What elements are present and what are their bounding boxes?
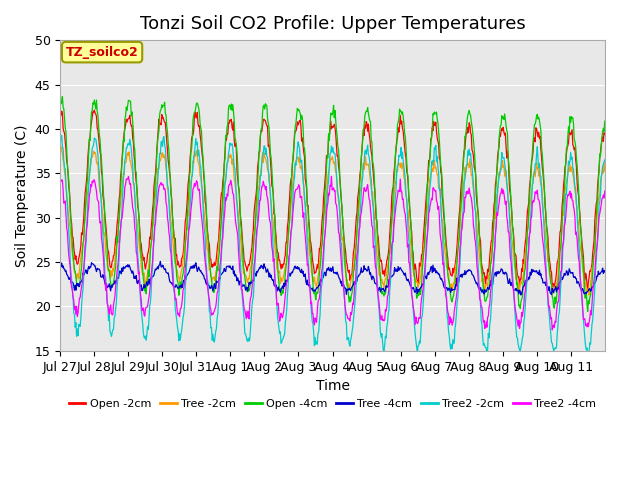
X-axis label: Time: Time: [316, 379, 349, 393]
Y-axis label: Soil Temperature (C): Soil Temperature (C): [15, 124, 29, 267]
Text: TZ_soilco2: TZ_soilco2: [66, 46, 138, 59]
Title: Tonzi Soil CO2 Profile: Upper Temperatures: Tonzi Soil CO2 Profile: Upper Temperatur…: [140, 15, 525, 33]
Legend: Open -2cm, Tree -2cm, Open -4cm, Tree -4cm, Tree2 -2cm, Tree2 -4cm: Open -2cm, Tree -2cm, Open -4cm, Tree -4…: [64, 395, 601, 414]
